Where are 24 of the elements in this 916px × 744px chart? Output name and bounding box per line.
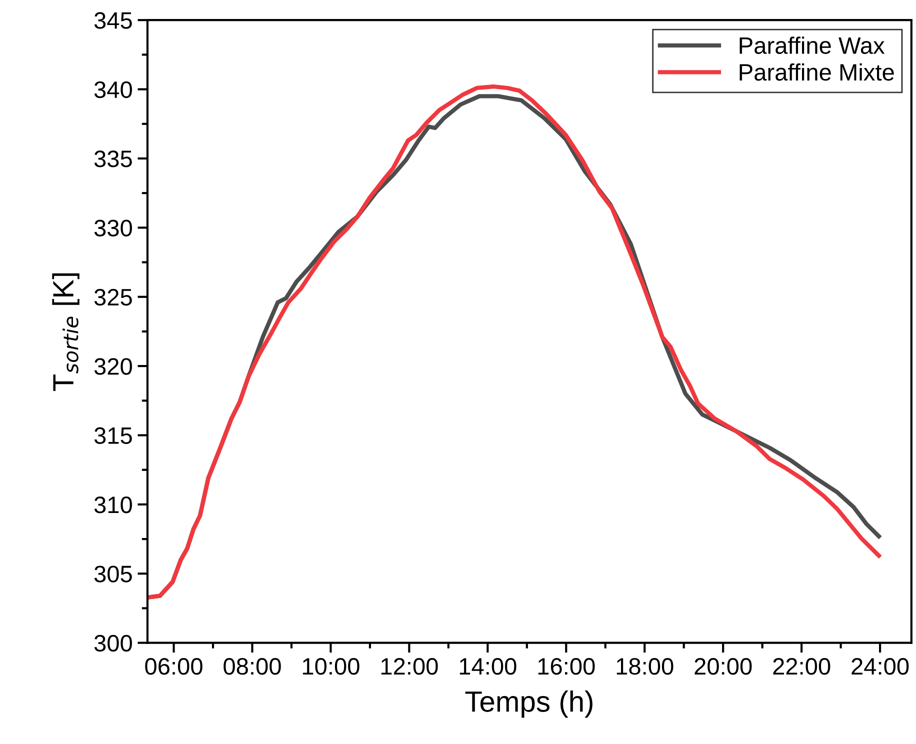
x-tick-label: 20:00 xyxy=(694,658,752,675)
x-tick-label: 18:00 xyxy=(616,658,674,675)
y-tick-label: 320 xyxy=(94,358,132,375)
legend-label: Paraffine Mixte xyxy=(740,63,894,81)
y-axis-title: T$_{sortie}$ [K] xyxy=(52,273,80,392)
x-tick-label: 10:00 xyxy=(302,658,360,675)
x-tick-label: 16:00 xyxy=(538,658,595,675)
y-tick-label: 340 xyxy=(94,81,132,98)
x-tick-label: 22:00 xyxy=(773,658,830,675)
y-tick-label: 335 xyxy=(94,150,132,168)
x-tick-label: 14:00 xyxy=(460,658,516,675)
legend-label: Paraffine Wax xyxy=(740,36,885,54)
y-tick-label: 315 xyxy=(94,427,132,444)
x-tick-label: 12:00 xyxy=(381,658,438,675)
x-tick-label: 08:00 xyxy=(224,658,281,675)
x-axis-title: Temps (h) xyxy=(465,690,592,718)
y-tick-label: 305 xyxy=(94,566,132,582)
y-tick-label: 345 xyxy=(94,12,132,29)
y-tick-label: 325 xyxy=(94,288,132,306)
x-tick-label: 06:00 xyxy=(145,658,202,675)
y-tick-label: 330 xyxy=(94,220,132,236)
x-tick-label: 24:00 xyxy=(852,658,909,675)
y-tick-label: 310 xyxy=(94,496,132,514)
y-tick-label: 300 xyxy=(94,634,132,652)
